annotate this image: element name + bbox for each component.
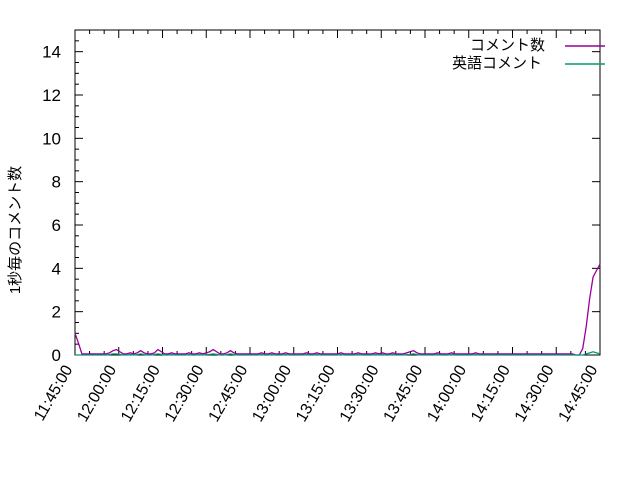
legend-label-series2: 英語コメント [452, 54, 542, 72]
y-tick-label-2: 2 [52, 303, 61, 322]
y-tick-label-6: 6 [52, 216, 61, 235]
y-tick-label-10: 10 [42, 129, 61, 148]
chart-svg: 02468101214 11:45:0012:00:0012:15:0012:3… [0, 0, 640, 480]
legend-label-series1: コメント数 [470, 37, 545, 54]
y-tick-label-14: 14 [42, 43, 61, 62]
y-tick-label-4: 4 [52, 259, 61, 278]
y-axis-label: 1秒毎のコメント数 [7, 166, 24, 294]
y-tick-label-0: 0 [52, 346, 61, 365]
y-tick-label-12: 12 [42, 86, 61, 105]
y-tick-label-8: 8 [52, 173, 61, 192]
line-chart-container: 0 2 4 6 8 10 12 14 11:45:00 12:00:00 12:15:00 12:3… [0, 0, 640, 480]
